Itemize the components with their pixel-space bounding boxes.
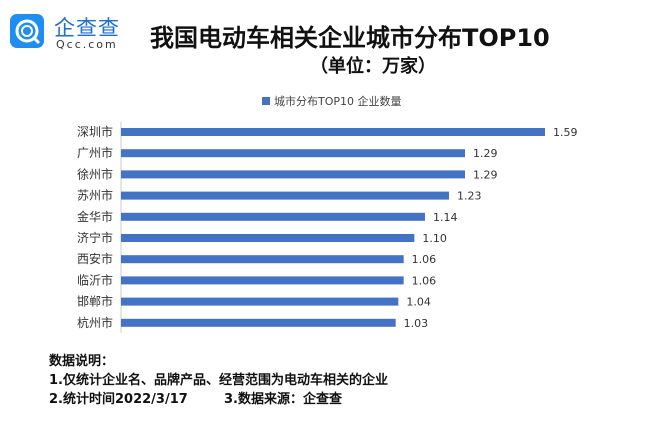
bar [121,170,465,179]
bar [121,128,545,136]
data-label: 1.03 [404,317,429,330]
data-label: 1.06 [412,274,437,287]
bar [121,212,425,221]
data-label: 1.14 [433,211,458,224]
category-label: 邯郸市 [77,294,113,309]
notes-line-1: 1.仅统计企业名、品牌产品、经营范围为电动车相关的企业 [49,373,388,388]
category-label: 广州市 [77,145,113,160]
bar [121,276,404,285]
brand-logo [10,14,44,48]
notes-heading: 数据说明： [49,354,115,369]
bar [121,255,404,264]
bar [121,191,449,200]
chart-title: 我国电动车相关企业城市分布TOP10 [150,24,550,52]
category-label: 济宁市 [77,230,113,245]
category-label: 金华市 [77,209,113,224]
category-label: 杭州市 [77,315,113,330]
data-label: 1.29 [473,168,498,181]
category-label: 临沂市 [77,272,113,287]
data-label: 1.29 [473,147,498,160]
data-label: 1.06 [412,253,437,266]
data-label: 1.10 [422,232,447,245]
data-label: 1.23 [457,190,482,203]
legend-swatch [262,97,270,105]
bar [121,234,415,242]
brand-name: 企查查 [54,16,120,40]
chart-subtitle: （单位：万家） [310,56,436,77]
category-label: 西安市 [77,251,113,266]
bar [121,297,399,306]
data-label: 1.59 [553,126,578,139]
legend-label: 城市分布TOP10 企业数量 [274,94,402,108]
qcc-logo-icon [15,19,41,45]
data-label: 1.04 [406,296,431,309]
bar [121,318,396,327]
category-label: 深圳市 [77,124,113,139]
notes-line-2: 2.统计时间2022/3/17 3.数据来源：企查查 [49,392,342,407]
category-label: 徐州市 [77,166,113,181]
notes: 数据说明： 1.仅统计企业名、品牌产品、经营范围为电动车相关的企业 2.统计时间… [49,352,388,409]
bar [121,149,465,158]
category-label: 苏州市 [77,188,113,203]
brand-domain: Qcc.com [56,38,118,51]
